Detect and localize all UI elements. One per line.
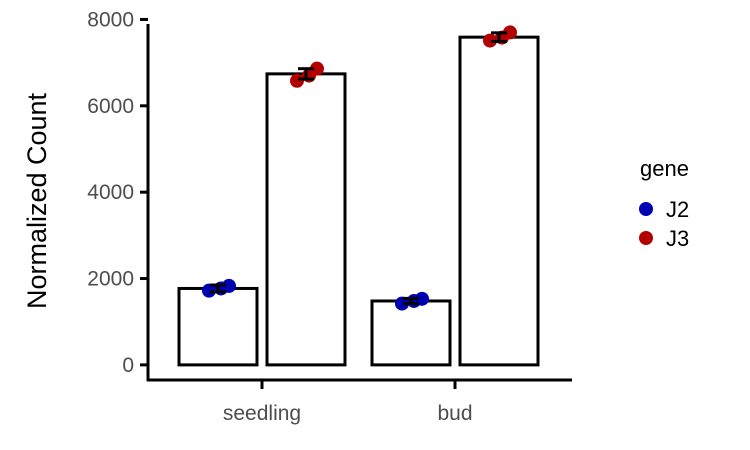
- error-bar-j3-bud: [491, 31, 507, 43]
- x-tick-label-seedling: seedling: [223, 402, 301, 425]
- bar-j3-seedling: [265, 72, 347, 367]
- legend-swatch-j3: [639, 231, 653, 245]
- bar-j2-seedling: [177, 286, 259, 367]
- legend-label-j2: J2: [666, 197, 689, 222]
- y-axis-title: Normalized Count: [22, 92, 52, 309]
- legend-label-j3: J3: [666, 226, 689, 251]
- point-j3-bud-1: [483, 33, 497, 48]
- x-ticks-layer: seedling bud: [223, 380, 473, 425]
- point-j2-seedling-3: [222, 278, 236, 293]
- y-ticks-layer: 0 2000 4000 6000 8000: [87, 8, 148, 377]
- y-tick-label-0: 0: [122, 354, 134, 377]
- legend-swatch-j2: [639, 202, 653, 216]
- point-j3-seedling-3: [310, 61, 324, 76]
- y-tick-label-8000: 8000: [87, 8, 134, 31]
- point-j3-seedling-1: [290, 73, 304, 88]
- point-j3-bud-3: [503, 25, 517, 40]
- error-bar-j3-seedling: [298, 67, 314, 81]
- y-tick-label-6000: 6000: [87, 95, 134, 118]
- bar-j2-bud: [370, 299, 452, 367]
- bar-j3-bud: [458, 35, 540, 367]
- error-bar-j2-seedling: [210, 283, 226, 294]
- legend-title: gene: [640, 156, 689, 181]
- y-tick-label-4000: 4000: [87, 181, 134, 204]
- x-tick-label-bud: bud: [437, 402, 472, 425]
- point-j2-seedling-1: [202, 283, 216, 298]
- error-bar-j2-bud: [403, 296, 419, 306]
- point-j2-bud-1: [395, 296, 409, 311]
- y-tick-label-2000: 2000: [87, 268, 134, 291]
- error-bars-layer: [210, 31, 507, 306]
- bars-layer: [177, 35, 540, 367]
